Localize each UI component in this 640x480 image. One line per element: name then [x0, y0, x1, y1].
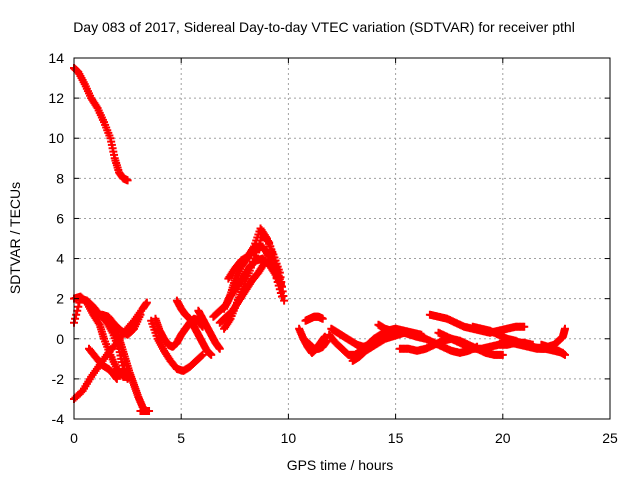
x-tick-label: 20	[495, 430, 511, 446]
data-point	[112, 374, 121, 383]
series-arc-d	[85, 344, 121, 383]
series-arc-p	[215, 258, 269, 327]
data-point	[72, 310, 81, 319]
data-point	[197, 351, 206, 360]
x-tick-label: 25	[602, 430, 618, 446]
series-arc-h	[147, 316, 207, 375]
data-point	[136, 310, 145, 319]
x-tick-label: 10	[281, 430, 297, 446]
series-arc-s	[301, 336, 331, 353]
y-tick-label: 14	[48, 50, 64, 66]
data-point	[277, 282, 286, 291]
series-arc-g	[136, 406, 154, 415]
y-tick-label: 2	[56, 291, 64, 307]
data-point	[520, 322, 529, 331]
data-point	[142, 298, 151, 307]
series-arc-f	[97, 310, 145, 339]
chart-title: Day 083 of 2017, Sidereal Day-to-day VTE…	[73, 19, 575, 35]
y-ticks: -4 -2 0 2 4 6 8 10 12 14	[48, 50, 610, 427]
data-point	[207, 350, 216, 359]
series-arc-ab	[498, 336, 567, 357]
data-point	[198, 350, 207, 359]
data-point	[145, 406, 154, 415]
data-point	[73, 306, 82, 315]
data-point	[71, 314, 80, 323]
x-tick-label: 5	[177, 430, 185, 446]
series-arc-ac	[537, 324, 569, 351]
data-point	[498, 350, 507, 359]
y-tick-label: 8	[56, 170, 64, 186]
y-axis-label: SDTVAR / TECUs	[7, 182, 23, 294]
data-point	[560, 324, 569, 333]
x-tick-label: 0	[70, 430, 78, 446]
plot-frame	[73, 57, 611, 420]
grid	[74, 58, 610, 419]
y-tick-label: 10	[48, 130, 64, 146]
data-point	[260, 258, 269, 267]
data-points	[70, 64, 569, 415]
data-point	[74, 302, 83, 311]
x-tick-label: 15	[388, 430, 404, 446]
y-tick-label: -4	[52, 411, 65, 427]
series-arc-high	[70, 64, 132, 185]
series-arc-q	[301, 312, 327, 325]
series-arc-n	[224, 224, 289, 305]
data-point	[215, 344, 224, 353]
series-arc-j	[172, 296, 216, 359]
series-arc-k	[194, 306, 224, 353]
data-point	[318, 314, 327, 323]
x-axis-label: GPS time / hours	[287, 457, 394, 473]
data-point	[123, 176, 132, 185]
x-ticks: 0 5 10 15 20 25	[70, 58, 618, 446]
data-point	[280, 296, 289, 305]
y-tick-label: 12	[48, 90, 64, 106]
y-tick-label: 4	[56, 251, 64, 267]
y-tick-label: 6	[56, 210, 64, 226]
data-point	[558, 348, 567, 357]
y-tick-label: -2	[52, 371, 65, 387]
y-tick-label: 0	[56, 331, 64, 347]
